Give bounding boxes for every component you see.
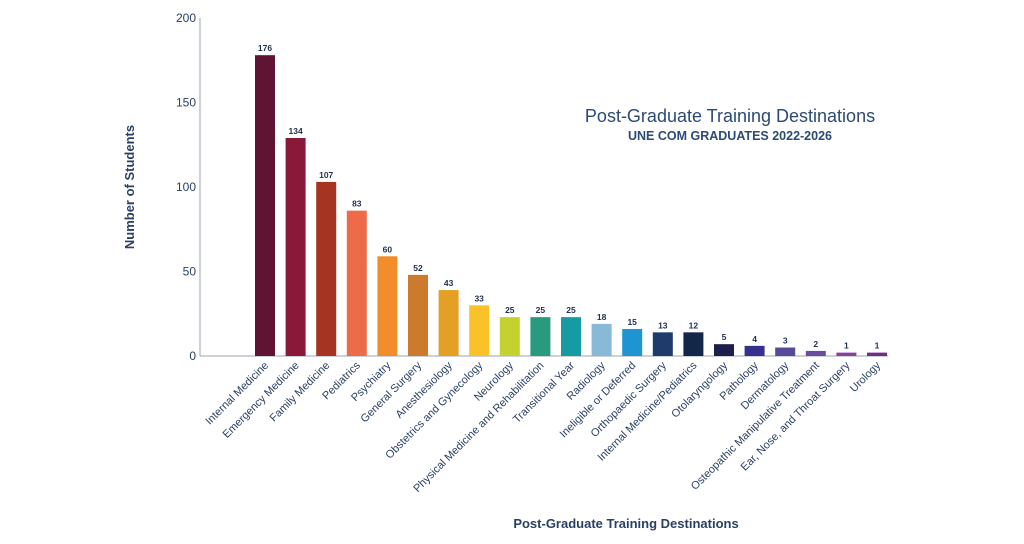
bar xyxy=(530,317,551,356)
bar xyxy=(561,317,581,356)
bar-value-label: 4 xyxy=(752,334,757,344)
chart-title: Post-Graduate Training Destinations xyxy=(585,106,875,126)
y-tick-label: 50 xyxy=(183,265,197,279)
bar-value-label: 1 xyxy=(844,341,849,351)
bar-value-label: 25 xyxy=(505,305,515,315)
bar-value-label: 60 xyxy=(383,244,393,254)
bar xyxy=(346,210,367,356)
y-tick-label: 150 xyxy=(176,96,196,110)
bar-value-label: 1 xyxy=(875,341,880,351)
bar xyxy=(652,332,673,356)
y-tick-label: 200 xyxy=(176,11,196,25)
bar-value-label: 25 xyxy=(566,305,576,315)
bar-value-label: 134 xyxy=(289,126,303,136)
bar xyxy=(775,347,796,356)
y-tick-label: 100 xyxy=(176,180,196,194)
chart-subtitle: UNE COM GRADUATES 2022-2026 xyxy=(628,129,832,143)
bar-value-label: 83 xyxy=(352,199,362,209)
bar xyxy=(377,256,398,356)
bar-value-label: 5 xyxy=(722,332,727,342)
bar-value-label: 176 xyxy=(258,43,272,53)
bar xyxy=(316,181,337,356)
bar xyxy=(499,317,520,356)
category-label: Urology xyxy=(848,359,884,395)
bar xyxy=(867,352,887,356)
bar xyxy=(714,344,734,356)
bar-value-label: 107 xyxy=(319,170,333,180)
bar xyxy=(469,305,490,356)
bar xyxy=(438,290,459,356)
bar-value-label: 12 xyxy=(689,320,699,330)
y-tick-label: 0 xyxy=(189,349,196,363)
y-tick-labels: 0 50 100 150 200 xyxy=(176,11,196,363)
bar-value-label: 2 xyxy=(813,339,818,349)
bar-value-label: 25 xyxy=(536,305,546,315)
bar xyxy=(591,323,612,356)
bar xyxy=(744,345,765,356)
bar-value-label: 43 xyxy=(444,278,454,288)
bar xyxy=(622,328,643,356)
x-axis-title: Post-Graduate Training Destinations xyxy=(513,516,738,531)
bar xyxy=(255,55,275,357)
bar-value-label: 18 xyxy=(597,312,607,322)
bar-value-label: 52 xyxy=(413,263,423,273)
bar xyxy=(805,350,826,356)
bars xyxy=(255,55,887,357)
y-axis-title: Number of Students xyxy=(122,125,137,249)
bar xyxy=(408,274,428,356)
bar xyxy=(285,137,306,356)
bar-value-label: 15 xyxy=(627,317,637,327)
bar xyxy=(683,332,704,356)
bar-value-label: 33 xyxy=(474,293,484,303)
bar xyxy=(836,352,857,356)
bar-value-label: 3 xyxy=(783,336,788,346)
bar-value-label: 13 xyxy=(658,320,668,330)
